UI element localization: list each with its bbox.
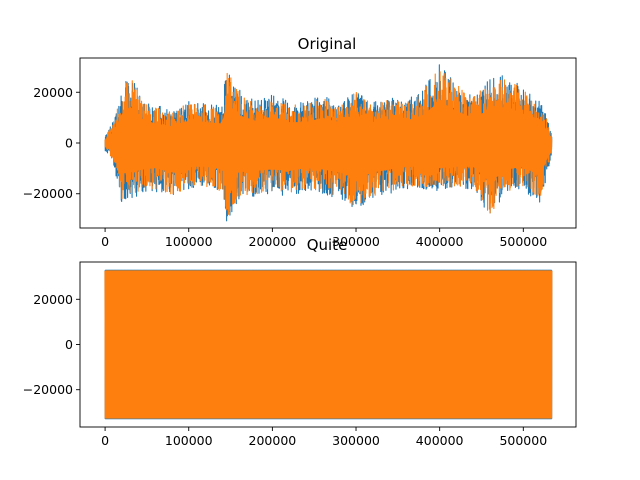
x-tick-label: 100000 xyxy=(165,234,213,249)
x-tick-label: 500000 xyxy=(499,433,547,448)
y-tick-label: −20000 xyxy=(23,382,73,397)
plot-area xyxy=(104,269,553,420)
x-tick-label: 200000 xyxy=(249,433,297,448)
y-tick-label: 20000 xyxy=(33,292,73,307)
y-tick-label: −20000 xyxy=(23,186,73,201)
tick-layer: 0 100000 200000 300000 400000 500000 −20000 0 20… xyxy=(23,85,547,249)
x-tick-label: 0 xyxy=(101,234,109,249)
subplot-original: Original 0 100000 200000 300000 400000 500000… xyxy=(23,35,577,249)
y-tick-label: 20000 xyxy=(33,85,73,100)
axes-frame xyxy=(79,57,577,229)
x-tick-label: 300000 xyxy=(332,433,380,448)
x-tick-label: 400000 xyxy=(416,234,464,249)
series-line-1 xyxy=(104,270,553,419)
x-tick-label: 500000 xyxy=(499,234,547,249)
plot-area xyxy=(104,64,553,222)
tick-layer: 0 100000 200000 300000 400000 500000 −20000 0 20… xyxy=(23,292,547,448)
series-line-1 xyxy=(104,71,553,215)
x-tick-label: 200000 xyxy=(249,234,297,249)
axes-frame xyxy=(79,261,577,428)
x-tick-label: 400000 xyxy=(416,433,464,448)
subplot-title: Quite xyxy=(307,236,348,254)
y-tick-label: 0 xyxy=(65,337,73,352)
y-tick-label: 0 xyxy=(65,136,73,151)
subplot-title: Original xyxy=(298,35,357,53)
x-tick-label: 0 xyxy=(101,433,109,448)
subplot-quite: 0 100000 200000 300000 400000 500000−20000020… xyxy=(23,236,577,448)
x-tick-label: 100000 xyxy=(165,433,213,448)
x-tick-label: 300000 xyxy=(332,234,380,249)
